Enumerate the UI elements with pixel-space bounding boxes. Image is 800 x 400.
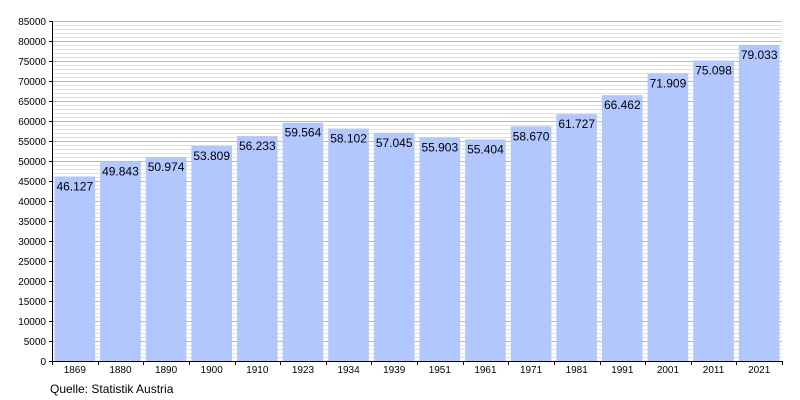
bar-1951 [419, 137, 461, 361]
x-tick-label: 1991 [611, 365, 634, 376]
bar-2011 [693, 60, 734, 361]
x-tick-label: 1869 [64, 365, 87, 376]
data-label-1991: 66.462 [604, 98, 641, 112]
y-tick-label: 0 [40, 357, 46, 368]
x-tick-label: 2001 [657, 365, 680, 376]
y-tick-label: 35000 [18, 217, 46, 228]
bar-1934 [328, 128, 369, 361]
bar-1869 [54, 176, 96, 361]
data-label-1981: 61.727 [558, 117, 595, 131]
y-tick-label: 20000 [18, 277, 46, 288]
data-label-2011: 75.098 [695, 64, 732, 78]
x-tick-label: 1880 [109, 365, 132, 376]
data-label-2021: 79.033 [741, 48, 778, 62]
axes [49, 21, 783, 365]
y-tick-label: 10000 [18, 317, 46, 328]
bar-1991 [602, 95, 643, 361]
data-label-1971: 58.670 [513, 129, 550, 143]
y-tick-label: 30000 [18, 237, 46, 248]
bar-1961 [465, 139, 506, 361]
x-tick-labels: 1869 1880 1890 1900 1910 1923 1934 1939 1951 1961… [64, 365, 771, 376]
x-tick-label: 1939 [383, 365, 406, 376]
x-tick-label: 1900 [201, 365, 224, 376]
data-label-1923: 59.564 [285, 126, 322, 140]
y-tick-label: 55000 [18, 137, 46, 148]
data-label-1951: 55.903 [421, 140, 458, 154]
data-label-1869: 46.127 [56, 179, 93, 193]
x-tick-label: 1923 [292, 365, 315, 376]
y-tick-labels: 0 5000 10000 15000 20000 25000 30000 35000 40000… [18, 17, 46, 368]
y-tick-label: 60000 [18, 117, 46, 128]
y-tick-label: 80000 [18, 37, 46, 48]
x-tick-label: 1934 [337, 365, 360, 376]
bar-1923 [282, 122, 324, 361]
bar-1880 [100, 161, 141, 361]
y-tick-label: 65000 [18, 97, 46, 108]
data-labels: 46.127 49.843 50.974 53.809 56.233 59.564 58.1… [56, 48, 777, 194]
y-tick-label: 15000 [18, 297, 46, 308]
x-tick-label: 2011 [703, 365, 725, 376]
y-tick-label: 50000 [18, 157, 46, 168]
x-tick-label: 1981 [566, 365, 589, 376]
bar-1910 [237, 136, 278, 361]
data-label-1880: 49.843 [102, 165, 139, 179]
y-tick-label: 70000 [18, 77, 46, 88]
y-tick-label: 25000 [18, 257, 46, 268]
y-tick-label: 85000 [18, 17, 46, 28]
x-tick-label: 1961 [474, 365, 497, 376]
bar-2021 [738, 44, 780, 361]
bar-1981 [556, 114, 597, 361]
x-tick-label: 1910 [246, 365, 269, 376]
x-tick-label: 1890 [155, 365, 178, 376]
x-tick-label: 1971 [520, 365, 543, 376]
y-tick-label: 75000 [18, 57, 46, 68]
bar-1900 [191, 145, 232, 361]
bar-1890 [145, 157, 187, 361]
data-label-1939: 57.045 [376, 136, 413, 150]
data-label-2001: 71.909 [650, 76, 687, 90]
bar-1939 [373, 132, 415, 361]
data-label-1890: 50.974 [148, 160, 185, 174]
bar-2001 [647, 73, 689, 361]
x-tick-label: 2021 [748, 365, 771, 376]
source-note: Quelle: Statistik Austria [50, 382, 174, 396]
data-label-1910: 56.233 [239, 139, 276, 153]
y-tick-label: 40000 [18, 197, 46, 208]
data-label-1934: 58.102 [330, 132, 367, 146]
y-tick-label: 5000 [24, 337, 47, 348]
bars [54, 44, 780, 361]
data-label-1900: 53.809 [193, 149, 230, 163]
data-label-1961: 55.404 [467, 142, 504, 156]
bar-1971 [510, 126, 552, 361]
x-tick-label: 1951 [429, 365, 452, 376]
y-tick-label: 45000 [18, 177, 46, 188]
